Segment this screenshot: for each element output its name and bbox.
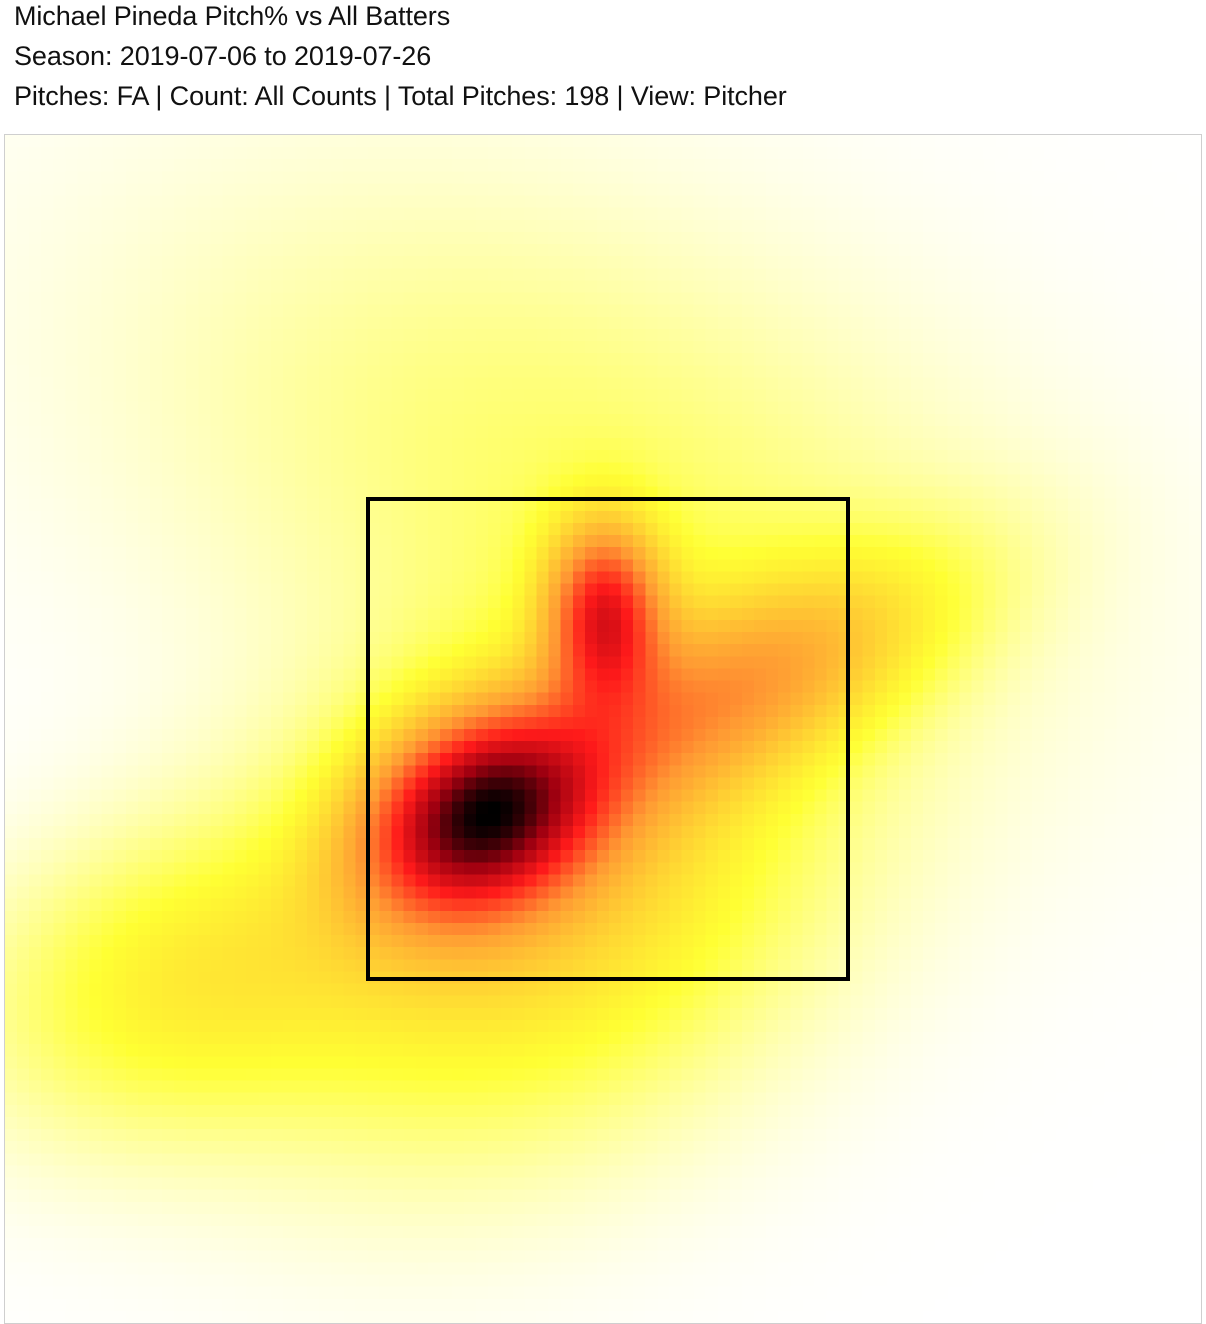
pitch-density-heatmap — [5, 135, 1201, 1323]
chart-header: Michael Pineda Pitch% vs All Batters Sea… — [14, 0, 1194, 116]
season-range: Season: 2019-07-06 to 2019-07-26 — [14, 41, 432, 71]
heatmap-plot — [4, 134, 1202, 1324]
filter-summary: Pitches: FA | Count: All Counts | Total … — [14, 81, 787, 111]
chart-title: Michael Pineda Pitch% vs All Batters — [14, 1, 451, 31]
